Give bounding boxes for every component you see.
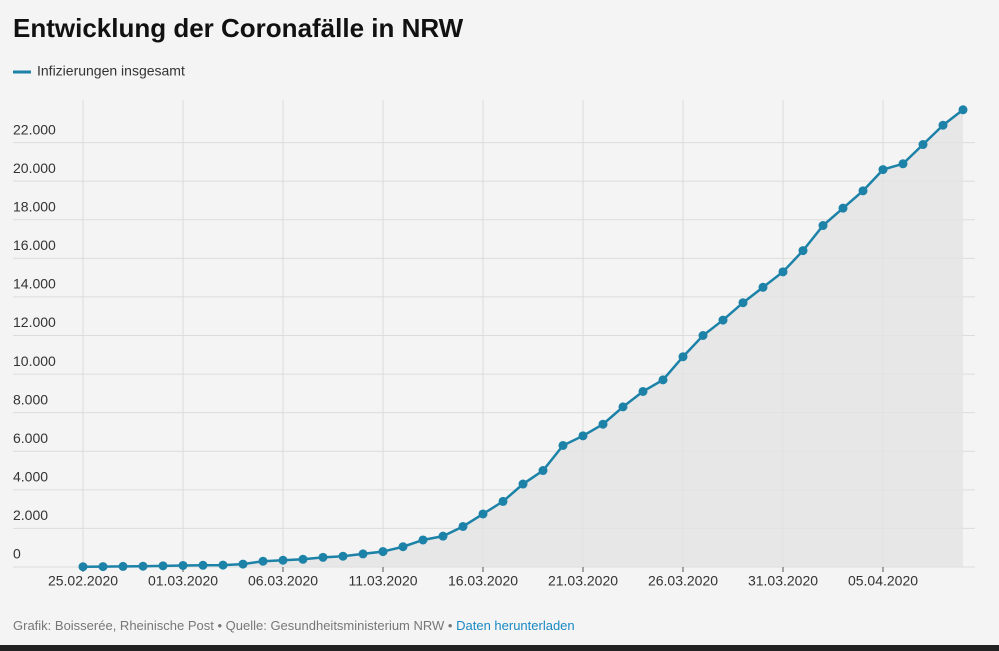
x-tick-label: 11.03.2020 (348, 573, 417, 589)
point (298, 554, 308, 564)
point (98, 562, 108, 572)
x-tick-label: 21.03.2020 (548, 573, 618, 589)
point (178, 560, 188, 570)
point (78, 562, 88, 572)
point (878, 165, 888, 175)
point (858, 186, 868, 196)
point (378, 547, 388, 557)
point (138, 561, 148, 571)
point (478, 509, 488, 519)
x-tick-label: 06.03.2020 (248, 573, 318, 589)
point (278, 555, 288, 565)
point (658, 375, 668, 385)
point (758, 282, 768, 292)
area (83, 109, 963, 567)
point (438, 531, 448, 541)
point (318, 552, 328, 562)
bottom-bar (0, 645, 999, 651)
legend-label: Infizierungen insgesamt (37, 63, 185, 79)
point (198, 560, 208, 570)
point (938, 120, 948, 130)
point (678, 352, 688, 362)
x-tick-label: 25.02.2020 (48, 573, 118, 589)
y-tick-label: 20.000 (13, 160, 56, 176)
download-link[interactable]: Daten herunterladen (456, 618, 575, 633)
point (578, 431, 588, 441)
y-tick-label: 14.000 (13, 276, 56, 292)
x-tick-label: 05.04.2020 (848, 573, 918, 589)
y-tick-label: 18.000 (13, 198, 56, 214)
point (418, 535, 428, 545)
point (398, 542, 408, 552)
footer-source: Grafik: Boisserée, Rheinische Post • Que… (13, 618, 453, 633)
point (838, 203, 848, 213)
point (538, 466, 548, 476)
footer-text: Grafik: Boisserée, Rheinische Post • Que… (13, 618, 575, 633)
point (918, 140, 928, 150)
x-tick-label: 16.03.2020 (448, 573, 518, 589)
point (558, 440, 568, 450)
y-tick-label: 10.000 (13, 353, 56, 369)
y-tick-label: 8.000 (13, 391, 48, 407)
point (958, 105, 968, 115)
x-tick-label: 26.03.2020 (648, 573, 718, 589)
point (118, 561, 128, 571)
y-tick-label: 22.000 (13, 121, 56, 137)
point (158, 561, 168, 571)
point (598, 419, 608, 429)
y-tick-label: 16.000 (13, 237, 56, 253)
point (338, 551, 348, 561)
x-tick-label: 01.03.2020 (148, 573, 218, 589)
point (238, 559, 248, 569)
y-tick-label: 6.000 (13, 430, 48, 446)
point (638, 386, 648, 396)
point (898, 159, 908, 169)
point (698, 331, 708, 340)
point (218, 560, 228, 570)
point (798, 246, 808, 256)
y-tick-label: 0 (13, 546, 21, 562)
chart-title: Entwicklung der Coronafälle in NRW (13, 13, 464, 43)
point (618, 402, 628, 412)
point (498, 496, 508, 506)
y-tick-label: 4.000 (13, 469, 48, 485)
point (458, 521, 468, 531)
y-tick-label: 2.000 (13, 507, 48, 523)
y-tick-label: 12.000 (13, 314, 56, 330)
point (258, 556, 268, 566)
point (518, 479, 528, 489)
point (818, 221, 828, 231)
x-tick-label: 31.03.2020 (748, 573, 818, 589)
point (718, 315, 728, 325)
point (738, 298, 748, 308)
point (778, 267, 788, 277)
point (358, 549, 368, 559)
